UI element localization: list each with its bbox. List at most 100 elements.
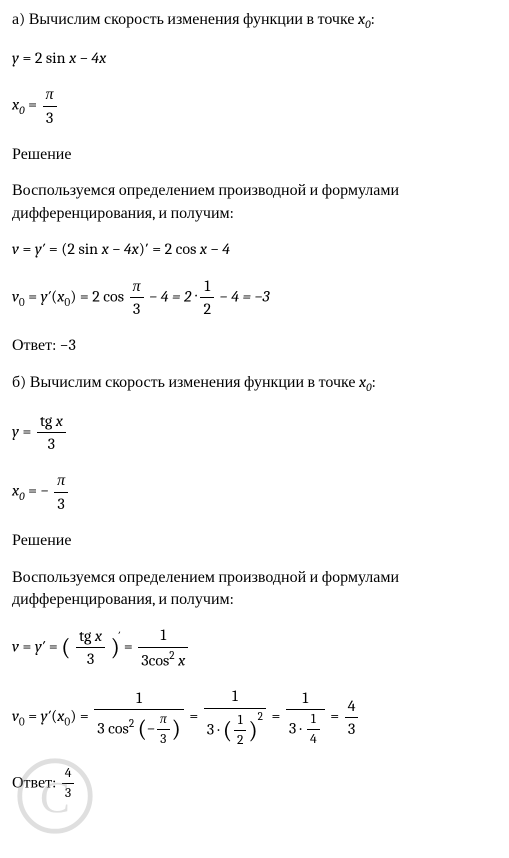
part-a-answer: Ответ: −3: [12, 334, 497, 356]
den: 3: [62, 784, 75, 803]
frac1: 1 3 cos2 (−π3): [94, 687, 184, 749]
frac1: π 3: [130, 275, 144, 321]
eq-var2: x: [99, 49, 106, 67]
cos: 3 cos: [97, 719, 129, 737]
frac-den: 3 · 14: [286, 710, 325, 749]
den: 4: [307, 730, 320, 749]
var2: x: [132, 240, 139, 258]
frac-num: 1: [200, 275, 214, 298]
part-b-eq4: v0 = y′(x0) = 1 3 cos2 (−π3) = 1 3 · (12…: [12, 685, 497, 750]
frac-den: 3: [76, 648, 105, 670]
frac-den: 3 cos2 (−π3): [94, 710, 184, 749]
eq-lhs: y: [12, 49, 19, 67]
part-b-eq3: v = y′ = ( tg x 3 )′ = 1 3cos2 x: [12, 624, 497, 671]
neg: −: [41, 482, 49, 500]
answer-label: Ответ:: [12, 336, 60, 354]
frac-den: 3cos2 x: [138, 648, 188, 672]
y: y: [35, 240, 42, 258]
part-b-solution-label: Решение: [12, 529, 497, 551]
num: 4: [62, 764, 75, 784]
part-a-eq1: y = 2 sin x − 4x: [12, 47, 497, 69]
inner-frac: 14: [307, 710, 320, 749]
var: x: [56, 412, 63, 430]
answer-value: −3: [60, 336, 76, 354]
eq2-sub: 0: [19, 490, 24, 503]
frac-num: π: [43, 83, 57, 106]
part-b-answer: Ответ: 43: [12, 764, 497, 803]
inner-frac: π3: [157, 710, 170, 749]
frac-num: tg x: [76, 625, 105, 648]
sup: 2: [129, 717, 134, 730]
eq-sin: 2 sin: [35, 49, 69, 67]
y: y: [41, 287, 48, 305]
sin: 2 sin: [67, 240, 101, 258]
frac3: 1 3 · 14: [286, 687, 325, 749]
intro-suffix: :: [371, 10, 375, 28]
v: v: [12, 240, 19, 258]
sup: 2: [258, 710, 263, 723]
part-a-eq4: v0 = y′(x0) = 2 cos π 3 − 4 = 2 · 1 2 − …: [12, 275, 497, 321]
frac-den: 3: [37, 433, 66, 455]
intro-text: б) Вычислим скорость изменения функции в…: [12, 373, 359, 391]
cos: 2 cos: [165, 240, 200, 258]
vsub: 0: [19, 295, 25, 308]
mid: − 4: [109, 240, 132, 258]
part-a-solution-text: Воспользуемся определением производной и…: [12, 179, 497, 224]
frac-num: 1: [204, 685, 266, 708]
frac-tgx-3: tg x 3: [76, 625, 105, 671]
frac-res: 1 3cos2 x: [138, 624, 188, 671]
frac-tgx-3: tg x 3: [37, 410, 66, 456]
part-a-intro: а) Вычислим скорость изменения функции в…: [12, 8, 497, 33]
vsub: 0: [19, 716, 25, 729]
inner-frac: 12: [234, 711, 246, 750]
eq2-sub: 0: [19, 104, 24, 117]
frac-den: 2: [200, 298, 214, 320]
cos: 3cos: [141, 651, 169, 669]
frac2: 1 2: [200, 275, 214, 321]
v: v: [12, 287, 19, 305]
frac-num: π: [130, 275, 144, 298]
part-b-eq1: y = tg x 3: [12, 410, 497, 456]
y: y: [35, 638, 42, 656]
coef: 3 ·: [289, 719, 305, 737]
den: 3: [157, 730, 170, 749]
den: 2: [234, 731, 246, 750]
prime: ′: [42, 240, 46, 258]
prime: ′: [42, 638, 46, 656]
num: π: [157, 710, 170, 730]
end: − 4: [207, 240, 230, 258]
num: 1: [234, 711, 246, 731]
frac-num: 1: [138, 624, 188, 647]
v: v: [12, 708, 19, 726]
answer-frac: 43: [62, 764, 75, 803]
frac-num: π: [54, 469, 68, 492]
frac-pi-3: π 3: [43, 83, 57, 129]
tg: tg: [79, 627, 95, 645]
frac4: 4 3: [345, 695, 359, 741]
intro-text: а) Вычислим скорость изменения функции в…: [12, 10, 358, 28]
intro-suffix: :: [372, 373, 376, 391]
eq-mid: − 4: [76, 49, 99, 67]
frac-pi-3: π 3: [54, 469, 68, 515]
var: x: [95, 627, 102, 645]
part-b-eq2: x0 = − π 3: [12, 469, 497, 515]
resvar: x: [200, 240, 207, 258]
frac-num: 4: [345, 695, 359, 718]
neg: −: [147, 719, 155, 737]
mid: − 4 = 2 ·: [149, 287, 198, 305]
answer-label: Ответ:: [12, 773, 60, 791]
part-b-solution-text: Воспользуемся определением производной и…: [12, 566, 497, 611]
tg: tg: [40, 412, 56, 430]
frac-num: 1: [94, 687, 184, 710]
part-a-eq3: v = y′ = (2 sin x − 4x)′ = 2 cos x − 4: [12, 238, 497, 260]
frac-den: 3: [130, 298, 144, 320]
frac-den: 3: [54, 493, 68, 515]
v: v: [12, 638, 19, 656]
frac-den: 3 · (12)2: [204, 709, 266, 750]
part-a-solution-label: Решение: [12, 143, 497, 165]
num: 1: [307, 710, 320, 730]
frac-den: 3: [345, 718, 359, 740]
var: x: [175, 651, 186, 669]
frac-num: 1: [286, 687, 325, 710]
frac-num: tg x: [37, 410, 66, 433]
